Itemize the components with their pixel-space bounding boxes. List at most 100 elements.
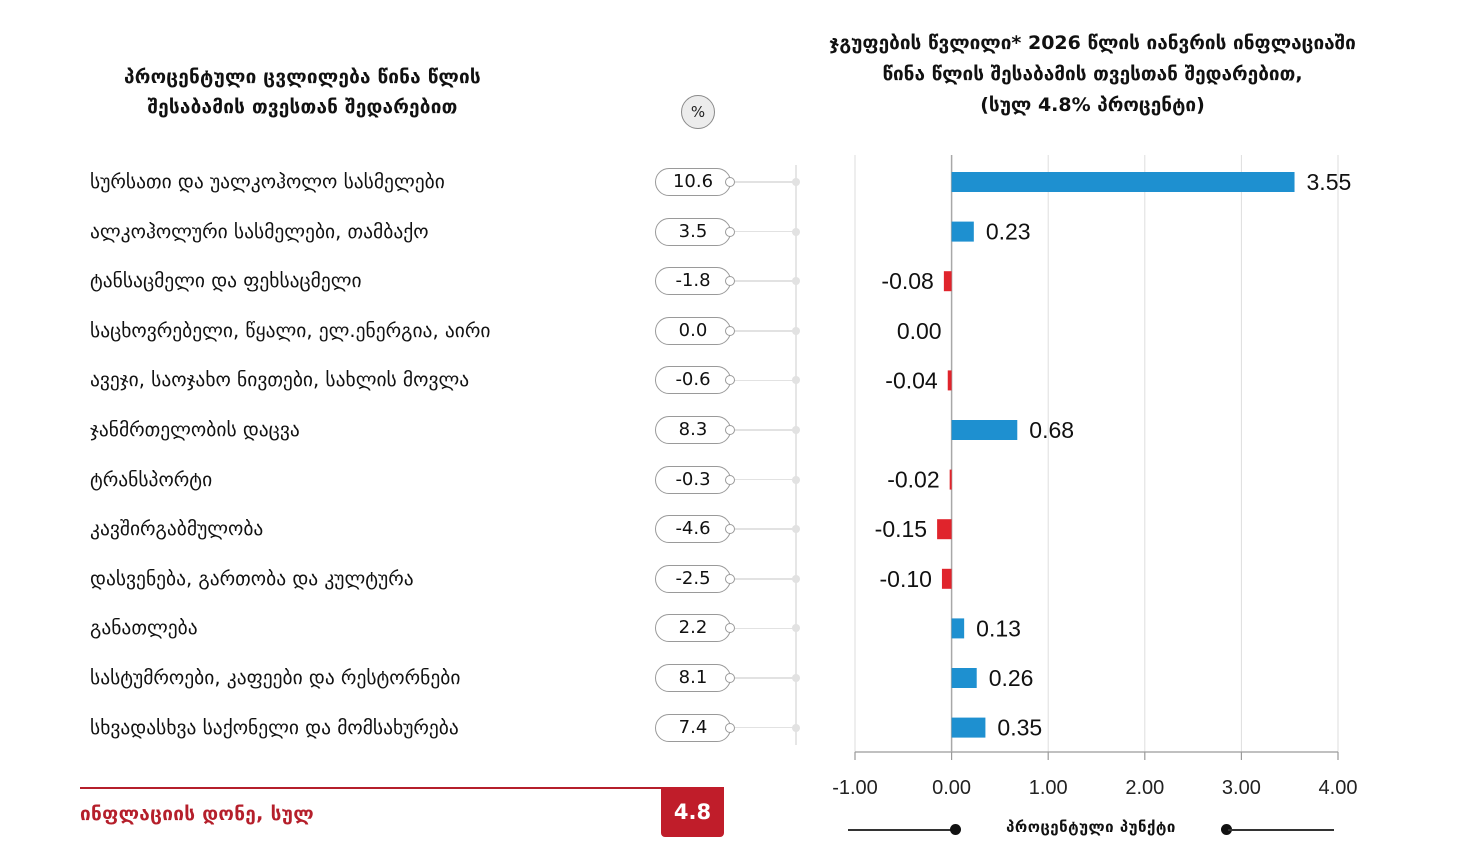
x-tick-label: 2.00 xyxy=(1125,777,1164,799)
category-label: დასვენება, გართობა და კულტურა xyxy=(90,566,414,590)
connector-dot-icon xyxy=(792,674,800,682)
pill-connector-line xyxy=(735,280,796,282)
x-tick-label: -1.00 xyxy=(832,777,878,799)
category-label: ავეჯი, საოჯახო ნივთები, სახლის მოვლა xyxy=(90,368,470,392)
connector-dot-icon xyxy=(792,376,800,385)
pill-knob-icon xyxy=(725,226,735,237)
connector-dot-icon xyxy=(792,426,800,434)
bar xyxy=(941,568,952,589)
pill-knob-icon xyxy=(725,573,735,584)
category-label: ტრანსპორტი xyxy=(90,467,213,491)
pill-knob-icon xyxy=(725,673,735,683)
total-inflation-value: 4.8 xyxy=(661,787,724,837)
bar-value-label: 0.68 xyxy=(1029,417,1074,443)
category-label: კავშირგაბმულობა xyxy=(90,517,264,541)
annual-change-pill: 8.1 xyxy=(655,664,731,692)
category-label: ტანსაცმელი და ფეხსაცმელი xyxy=(90,269,362,293)
pill-connector-line xyxy=(735,181,796,183)
annual-change-pill: 3.5 xyxy=(655,217,731,246)
category-label: განათლება xyxy=(90,616,198,640)
bar-value-label: -0.08 xyxy=(881,268,933,294)
connector-dot-icon xyxy=(792,574,800,583)
bar xyxy=(949,469,952,490)
bar xyxy=(937,519,952,540)
bar xyxy=(951,420,1018,440)
bar-value-label: -0.15 xyxy=(875,516,927,542)
pill-connector-line xyxy=(735,230,796,233)
connector-dot-icon xyxy=(792,475,800,484)
bar-value-label: 3.55 xyxy=(1307,169,1352,195)
bar-value-label: -0.02 xyxy=(887,467,939,493)
annual-change-pill: 2.2 xyxy=(655,614,731,643)
bar xyxy=(951,717,986,738)
pill-connector-line xyxy=(735,330,796,332)
annual-change-pill: -0.3 xyxy=(655,465,731,494)
annual-change-pill: 8.3 xyxy=(655,416,731,444)
x-tick-label: 0.00 xyxy=(932,777,971,799)
x-tick-label: 4.00 xyxy=(1319,777,1358,799)
connector-dot-icon xyxy=(792,227,800,236)
total-inflation-label: ინფლაციის დონე, სულ xyxy=(80,803,314,825)
left-title-line2: შესაბამის თვესთან შედარებით xyxy=(147,96,458,118)
connector-dot-icon xyxy=(792,723,800,732)
connector-dot-icon xyxy=(792,277,800,286)
pill-knob-icon xyxy=(725,474,735,485)
bar xyxy=(951,668,977,688)
annual-change-pill: -1.8 xyxy=(655,267,731,296)
annual-change-pill: -4.6 xyxy=(655,515,731,544)
pill-knob-icon xyxy=(725,524,735,535)
x-tick-label: 1.00 xyxy=(1029,777,1068,799)
pill-connector-line xyxy=(735,379,796,382)
pill-knob-icon xyxy=(725,425,735,435)
connector-dot-icon xyxy=(792,525,800,534)
pill-connector-line xyxy=(735,478,796,481)
connector-dot-icon xyxy=(792,178,800,186)
pill-connector-line xyxy=(735,627,796,630)
pill-knob-icon xyxy=(725,276,735,287)
bar xyxy=(951,172,1295,192)
pill-knob-icon xyxy=(725,325,735,336)
bar-value-label: -0.04 xyxy=(885,367,938,393)
annual-change-pill: 7.4 xyxy=(655,713,731,742)
pill-connector-line xyxy=(735,726,796,729)
pill-knob-icon xyxy=(725,722,735,733)
pill-knob-icon xyxy=(725,623,735,634)
bar xyxy=(943,271,952,292)
x-axis-title: პროცენტული პუნქტი xyxy=(848,816,1334,842)
left-panel-title: პროცენტული ცვლილება წინა წლის შესაბამის … xyxy=(80,62,525,122)
annual-change-pill: 0.0 xyxy=(655,316,731,345)
category-label: სხვადასხვა საქონელი და მომსახურება xyxy=(90,715,459,739)
bar xyxy=(951,221,974,242)
axis-title-dot-right-icon xyxy=(1221,824,1232,835)
pill-knob-icon xyxy=(725,375,735,386)
bar-value-label: 0.13 xyxy=(976,615,1021,641)
chart-title-line2: წინა წლის შესაბამის თვესთან შედარებით, xyxy=(882,63,1303,85)
annual-change-pill: 10.6 xyxy=(655,168,731,196)
chart-title-line1: ჯგუფების წვლილი* 2026 წლის იანვრის ინფლა… xyxy=(829,32,1356,54)
pill-connector-line xyxy=(735,578,796,580)
annual-change-pill: -2.5 xyxy=(655,564,731,593)
bar xyxy=(947,370,952,391)
bar-value-label: 0.26 xyxy=(989,665,1034,691)
bar xyxy=(951,618,965,639)
bar-value-label: 0.00 xyxy=(897,318,942,344)
annual-change-pill: -0.6 xyxy=(655,366,731,395)
left-title-line1: პროცენტული ცვლილება წინა წლის xyxy=(124,66,481,88)
axis-title-line-left xyxy=(848,829,953,831)
axis-title-line-right xyxy=(1228,829,1334,831)
connector-dot-icon xyxy=(792,624,800,633)
pill-connector-line xyxy=(735,429,796,431)
pill-connector-line xyxy=(735,528,796,530)
chart-title: ჯგუფების წვლილი* 2026 წლის იანვრის ინფლა… xyxy=(770,28,1415,121)
percent-unit-badge: % xyxy=(681,95,715,129)
category-label: ალკოჰოლური სასმელები, თამბაქო xyxy=(90,219,429,243)
chart-title-line3: (სულ 4.8% პროცენტი) xyxy=(980,94,1205,116)
pill-knob-icon xyxy=(725,177,735,187)
footer-divider xyxy=(80,787,664,789)
axis-title-dot-left-icon xyxy=(950,824,961,835)
bar-value-label: 0.23 xyxy=(986,219,1031,245)
connector-dot-icon xyxy=(792,326,800,335)
category-label: სურსათი და უალკოჰოლო სასმელები xyxy=(90,170,445,193)
pill-connector-line xyxy=(735,677,796,679)
